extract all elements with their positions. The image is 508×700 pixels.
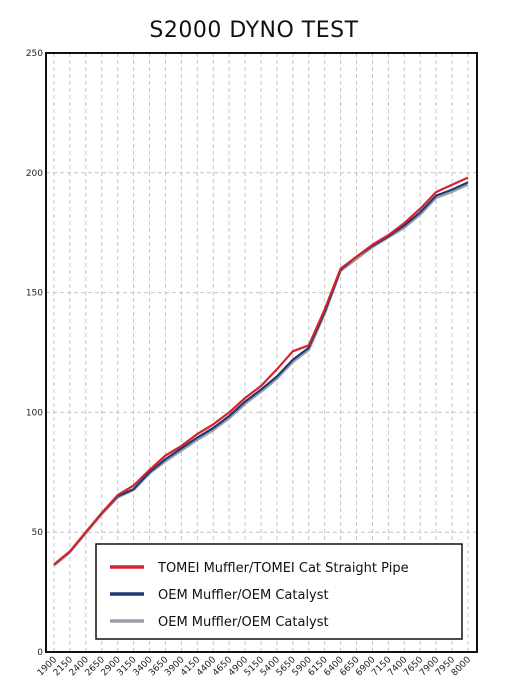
y-axis-ticks: 0 50 100 150 200 250: [26, 49, 43, 658]
y-tick-label: 0: [37, 648, 43, 658]
series-line-2: [53, 181, 469, 566]
series-layer: [53, 176, 469, 567]
legend-label-3: OEM Muffler/OEM Catalyst: [158, 615, 329, 630]
y-tick-label: 200: [26, 169, 43, 179]
legend-box: [95, 543, 463, 640]
legend-label-1: TOMEI Muffler/TOMEI Cat Straight Pipe: [157, 561, 409, 576]
x-axis-ticks: 1900215024002650290031503400365039004150…: [36, 655, 473, 678]
series-line-1: [53, 176, 469, 566]
y-tick-label: 50: [32, 528, 44, 538]
chart-title: S2000 DYNO TEST: [149, 18, 359, 43]
legend-label-2: OEM Muffler/OEM Catalyst: [158, 588, 329, 603]
y-tick-label: 250: [26, 49, 43, 59]
plot-frame: [45, 52, 478, 653]
y-tick-label: 100: [26, 408, 43, 418]
legend: TOMEI Muffler/TOMEI Cat Straight Pipe OEM…: [95, 543, 463, 640]
y-tick-label: 150: [26, 289, 43, 299]
